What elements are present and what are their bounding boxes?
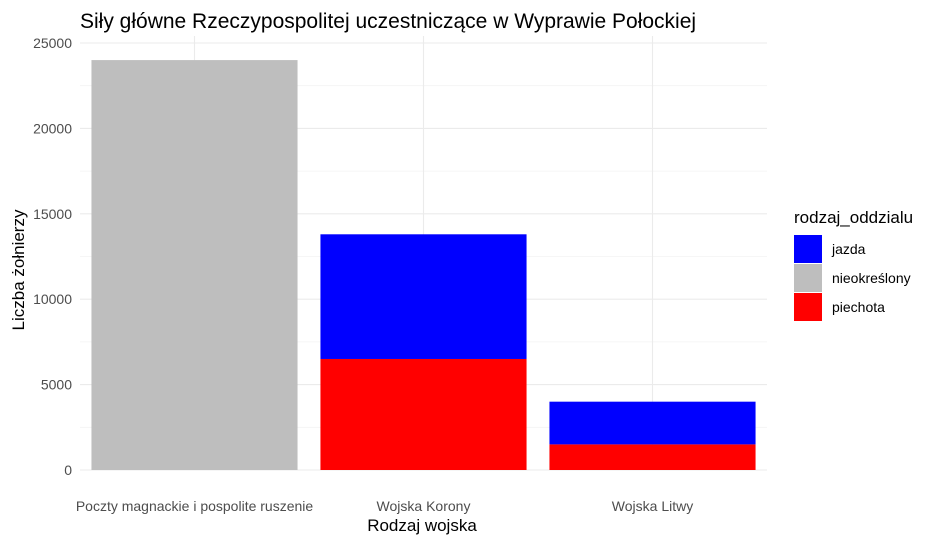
legend-label: piechota [832,299,885,315]
y-tick-label: 5000 [41,377,72,393]
y-axis-ticks: 0 5000 10000 15000 20000 25000 [33,35,72,478]
x-tick-label: Poczty magnackie i pospolite ruszenie [76,498,314,514]
bar-piechota [320,358,527,470]
x-tick-label: Wojska Korony [377,498,471,514]
y-tick-label: 20000 [33,120,72,136]
y-tick-label: 0 [64,462,72,478]
legend-key-nieokreślony [794,264,822,292]
x-axis-ticks: Poczty magnackie i pospolite ruszenie Woj… [76,498,693,514]
bar-jazda [549,401,756,445]
bar-piechota [549,444,756,470]
legend-title: rodzaj_oddzialu [794,208,913,227]
bars [91,60,756,471]
x-axis-title: Rodzaj wojska [367,516,477,535]
y-tick-label: 10000 [33,291,72,307]
legend-label: nieokreślony [832,270,911,286]
legend: rodzaj_oddzialu jazda nieokreślony piechot… [794,208,913,321]
chart-title: Siły główne Rzeczypospolitej uczestniczą… [80,10,696,33]
legend-key-jazda [794,235,822,263]
legend-label: jazda [831,241,866,257]
bar-jazda [320,234,527,359]
legend-key-piechota [794,293,822,321]
y-axis-title: Liczba żołnierzy [9,209,28,330]
x-tick-label: Wojska Litwy [612,498,693,514]
y-tick-label: 15000 [33,206,72,222]
bar-nieokreślony [91,60,298,471]
y-tick-label: 25000 [33,35,72,51]
